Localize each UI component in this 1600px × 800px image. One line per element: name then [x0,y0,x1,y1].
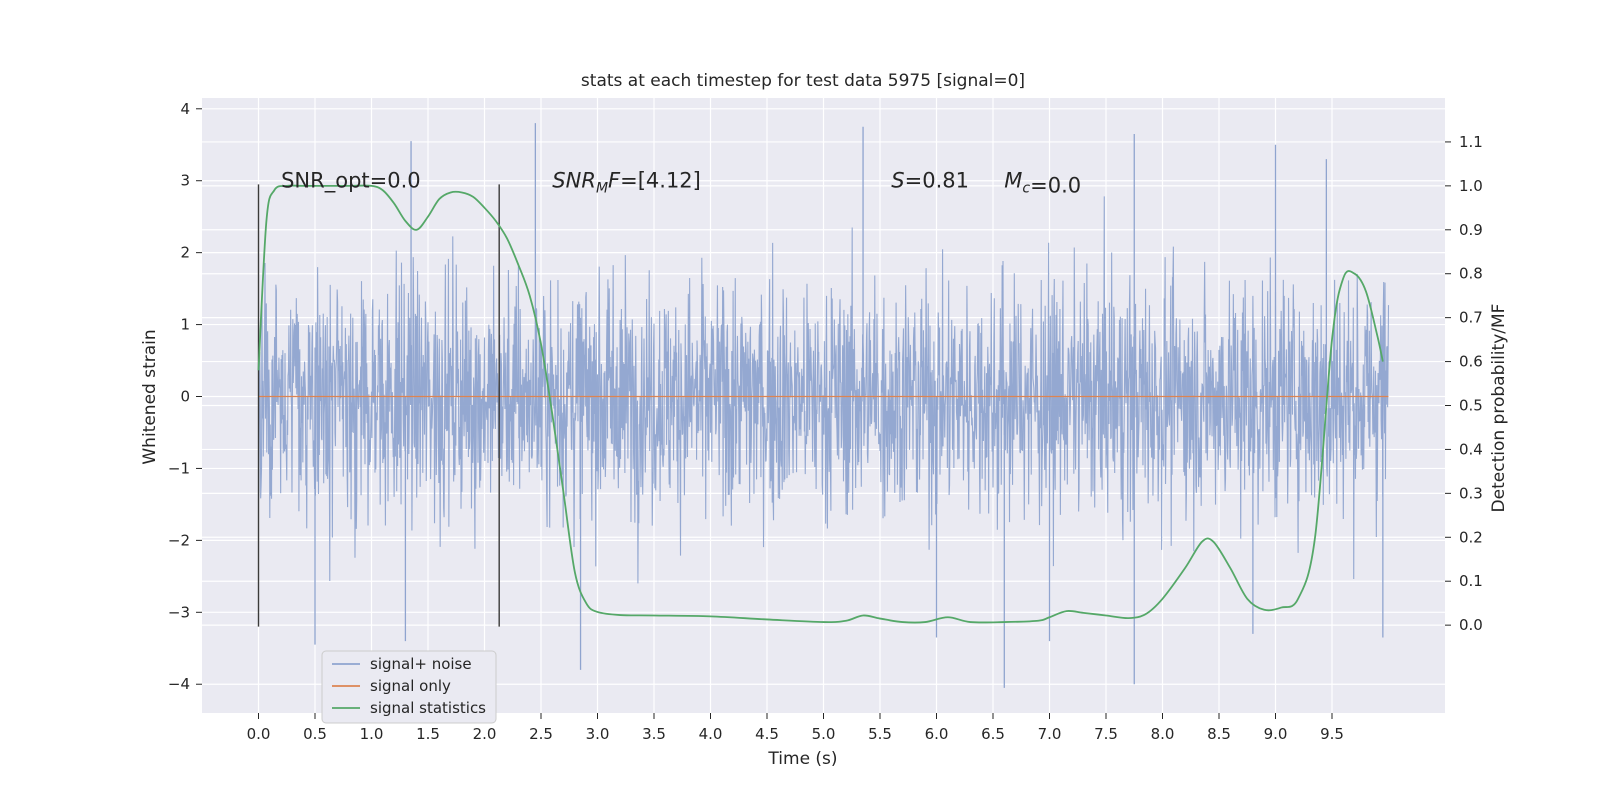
x-tick-label: 9.0 [1264,725,1288,743]
annotation-base: SNR [552,169,596,193]
y-tick-label: −3 [168,603,190,621]
y2-tick-label: 0.9 [1459,221,1483,239]
annotation-value: =[4.12] [620,169,701,193]
x-tick-label: 0.0 [247,725,271,743]
annotation-rest: F [608,169,621,193]
y-tick-label: 0 [180,388,190,406]
annotation-value: =0.81 [905,169,969,193]
y-tick-label: 4 [180,100,190,118]
legend-label: signal only [370,677,451,695]
y-tick-label: −2 [168,531,190,549]
signal-statistics-series [257,184,1384,624]
y2-tick-label: 0.2 [1459,528,1483,546]
y-tick-label: 1 [180,316,190,334]
annotation-text: SNR_opt=0.0 [281,169,421,194]
x-tick-label: 5.0 [812,725,836,743]
legend-box [321,650,497,724]
y-axis-label: Whitened strain [140,329,160,464]
annotation-base: S [891,169,904,193]
x-tick-label: 4.0 [699,725,723,743]
x-tick-label: 5.5 [868,725,892,743]
x-tick-label: 8.5 [1207,725,1231,743]
vertical-markers [257,184,500,627]
y2-axis-ticks: 0.0 0.1 0.2 0.3 0.4 0.5 0.6 0.7 0.8 0.9 1.0 1.1 [1445,133,1483,634]
y2-tick-label: 0.3 [1459,484,1483,502]
x-tick-label: 2.5 [529,725,553,743]
noise-series [257,123,1390,688]
y2-tick-label: 0.1 [1459,572,1483,590]
x-tick-label: 0.5 [303,725,327,743]
annotations: SNR_opt=0.0 SNRMF=[4.12] S=0.81 Mc=0.0 [281,169,1081,198]
y2-tick-label: 0.0 [1459,616,1483,634]
legend-label: signal statistics [370,699,486,717]
x-axis-label: Time (s) [767,749,837,769]
chart-title: stats at each timestep for test data 597… [581,71,1025,91]
x-tick-label: 1.0 [360,725,384,743]
x-tick-label: 3.5 [642,725,666,743]
annotation-text: SNRMF=[4.12] [552,169,701,197]
y-tick-label: −1 [168,459,190,477]
x-tick-label: 1.5 [416,725,440,743]
y2-tick-label: 0.6 [1459,353,1483,371]
y2-tick-label: 1.0 [1459,177,1483,195]
x-tick-label: 2.0 [473,725,497,743]
y2-tick-label: 1.1 [1459,133,1483,151]
x-tick-label: 8.0 [1151,725,1175,743]
x-tick-label: 9.5 [1320,725,1344,743]
x-tick-label: 3.0 [586,725,610,743]
annotation-text: Mc=0.0 [1004,169,1081,198]
legend: signal+ noise signal only signal statistic… [321,650,497,724]
y2-tick-label: 0.4 [1459,440,1483,458]
x-tick-label: 6.5 [981,725,1005,743]
x-tick-label: 7.0 [1038,725,1062,743]
y2-tick-label: 0.7 [1459,309,1483,327]
annotation-subscript: c [1022,181,1030,197]
signal-statistics-line [257,184,1384,624]
x-tick-label: 7.5 [1094,725,1118,743]
y2-tick-label: 0.8 [1459,265,1483,283]
annotation-text: S=0.81 [891,169,969,193]
annotation-base: M [1004,169,1022,193]
y-tick-label: 3 [180,172,190,190]
y2-tick-label: 0.5 [1459,397,1483,415]
y-axis-ticks: −4 −3 −2 −1 0 1 2 3 4 [168,100,202,693]
y2-axis-label: Detection probability/MF [1489,304,1509,513]
noise-trace [257,196,1390,584]
y-tick-label: 2 [180,244,190,262]
x-tick-label: 4.5 [755,725,779,743]
legend-label: signal+ noise [370,655,472,673]
x-axis-ticks: 0.0 0.5 1.0 1.5 2.0 2.5 3.0 3.5 4.0 4.5 5.0 5.5 6.0 6… [247,713,1344,743]
y-tick-label: −4 [168,675,190,693]
annotation-subscript: M [596,181,608,197]
x-tick-label: 6.0 [925,725,949,743]
annotation-value: =0.0 [1030,174,1081,198]
